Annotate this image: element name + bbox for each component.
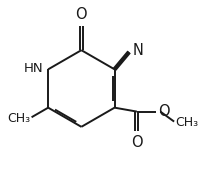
Text: O: O <box>158 104 170 119</box>
Text: O: O <box>75 7 87 22</box>
Text: N: N <box>132 43 143 58</box>
Text: CH₃: CH₃ <box>8 113 31 125</box>
Text: CH₃: CH₃ <box>175 116 198 130</box>
Text: O: O <box>131 135 143 150</box>
Text: HN: HN <box>24 62 44 75</box>
